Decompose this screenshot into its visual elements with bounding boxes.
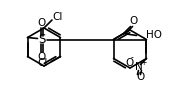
Text: Cl: Cl	[53, 12, 63, 22]
Text: O: O	[37, 52, 46, 61]
Text: O: O	[129, 17, 138, 27]
Text: O: O	[125, 58, 134, 67]
Text: O: O	[136, 72, 145, 81]
Text: Cl: Cl	[37, 58, 48, 69]
Text: O: O	[37, 17, 46, 28]
Text: S: S	[38, 33, 45, 46]
Text: -: -	[131, 53, 134, 62]
Text: N: N	[135, 61, 142, 72]
Text: +: +	[140, 58, 147, 67]
Text: HO: HO	[145, 30, 162, 41]
